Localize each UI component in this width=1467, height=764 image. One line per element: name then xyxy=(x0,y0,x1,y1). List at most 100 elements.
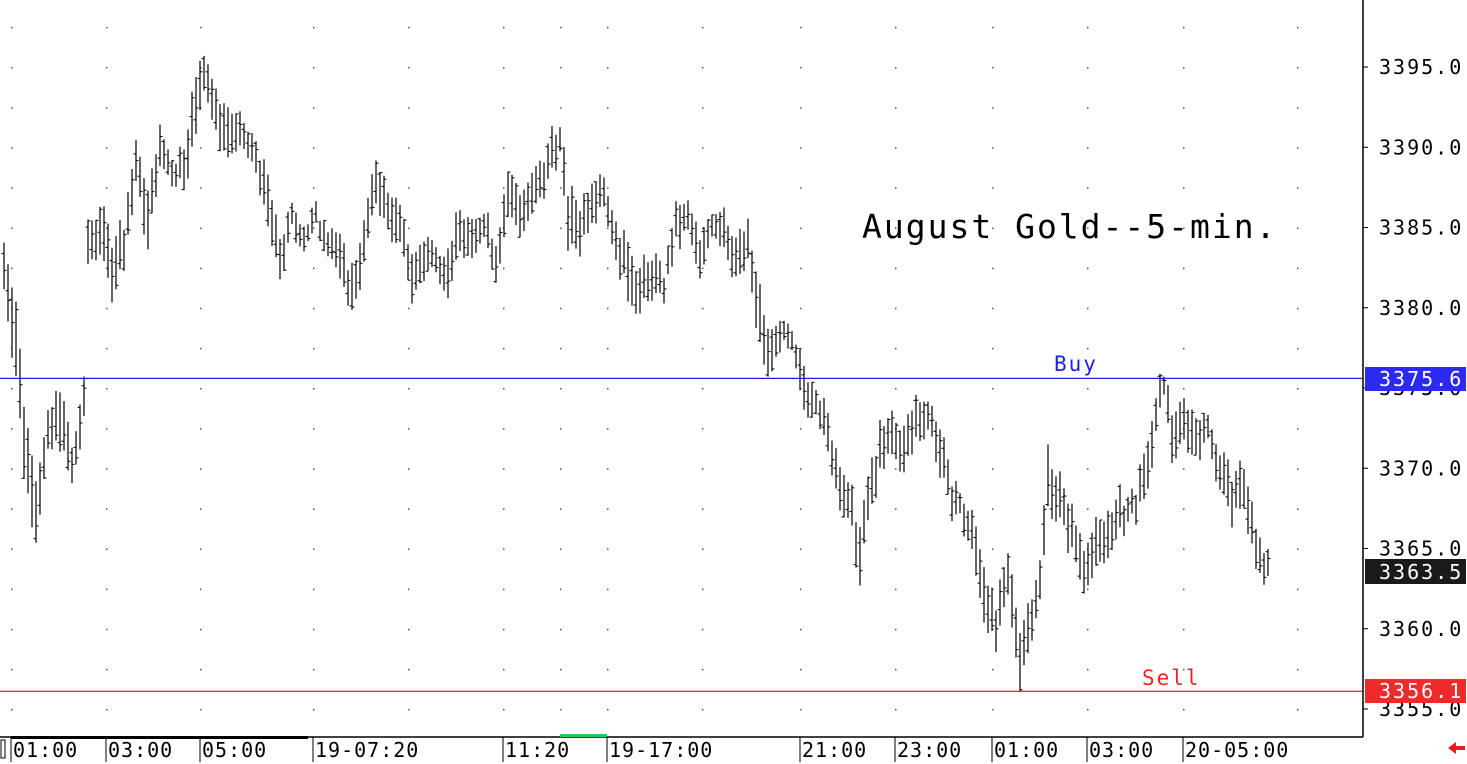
price-bar xyxy=(677,204,683,250)
grid-dot xyxy=(1297,147,1299,149)
price-bar xyxy=(713,214,719,239)
price-bar xyxy=(1245,486,1251,535)
grid-dot xyxy=(1297,668,1299,671)
grid-dot xyxy=(992,26,994,29)
grid-dot xyxy=(607,428,609,430)
grid-dot xyxy=(800,628,802,631)
price-bar xyxy=(581,193,587,235)
price-bar xyxy=(85,219,91,264)
price-bar xyxy=(545,143,551,179)
price-bar xyxy=(21,406,27,479)
price-bar xyxy=(133,140,139,182)
grid-dot xyxy=(1183,267,1185,270)
price-bar xyxy=(1189,409,1195,455)
sell-price-tag: 3356.1 xyxy=(1365,679,1466,703)
grid-dot xyxy=(313,588,315,591)
grid-dot xyxy=(895,107,897,109)
price-bar xyxy=(625,242,631,302)
grid-dot xyxy=(560,147,562,149)
grid-dot xyxy=(1297,628,1299,631)
grid-dot xyxy=(1087,267,1089,270)
grid-dot xyxy=(313,508,315,510)
price-bar xyxy=(1037,560,1043,600)
grid-dot xyxy=(313,709,315,711)
time-tick-label: 03:00 xyxy=(108,738,173,762)
price-bar xyxy=(905,414,911,456)
buy-level-label: Buy xyxy=(1054,352,1098,376)
grid-dot xyxy=(895,709,897,711)
price-bar xyxy=(577,211,583,257)
price-bar xyxy=(1197,420,1203,461)
price-bar xyxy=(573,199,579,249)
grid-dot xyxy=(503,709,505,711)
price-bar xyxy=(141,178,147,235)
price-bar xyxy=(1093,516,1099,566)
price-bar xyxy=(1017,633,1023,692)
price-bar xyxy=(569,185,575,244)
price-tick-label: 3370.0 xyxy=(1379,456,1463,480)
grid-dot xyxy=(702,388,704,390)
price-bar xyxy=(553,134,559,171)
price-bar xyxy=(1205,414,1211,439)
price-bar xyxy=(841,474,847,518)
grid-dot xyxy=(560,267,562,270)
price-bar xyxy=(1013,607,1019,658)
price-bar xyxy=(869,457,875,504)
scroll-left-arrow-icon[interactable] xyxy=(1448,742,1465,754)
price-bar xyxy=(265,174,271,227)
grid-dot xyxy=(560,468,562,470)
price-bar xyxy=(313,201,319,223)
price-bar xyxy=(213,88,219,130)
price-bar xyxy=(393,197,399,244)
price-bar xyxy=(253,141,259,173)
price-tick-label: 3385.0 xyxy=(1379,216,1463,240)
grid-dot xyxy=(503,468,505,470)
price-bar xyxy=(1105,510,1111,559)
grid-dot xyxy=(200,709,202,711)
price-bar xyxy=(325,232,331,257)
grid-dot xyxy=(992,628,994,631)
grid-dot xyxy=(1183,147,1185,149)
grid-dot xyxy=(560,548,562,550)
grid-dot xyxy=(106,628,108,631)
grid-dot xyxy=(992,668,994,671)
price-tick-label: 3390.0 xyxy=(1379,135,1463,159)
price-bar xyxy=(685,200,691,230)
price-tick-label: 3395.0 xyxy=(1379,55,1463,79)
price-bar xyxy=(645,262,651,302)
price-bar xyxy=(721,207,727,248)
price-bar xyxy=(229,113,235,154)
grid-dot xyxy=(895,187,897,189)
grid-dot xyxy=(607,709,609,711)
grid-dot xyxy=(702,26,704,29)
price-bar xyxy=(833,448,839,489)
price-bar xyxy=(1257,537,1263,573)
grid-dot xyxy=(408,468,410,470)
grid-dot xyxy=(106,227,108,229)
price-bar xyxy=(877,419,883,468)
price-bar xyxy=(561,146,567,196)
grid-dot xyxy=(200,187,202,189)
price-bar xyxy=(341,243,347,287)
grid-dot xyxy=(702,227,704,229)
price-bar xyxy=(473,219,479,253)
price-bar xyxy=(233,113,239,152)
price-bar xyxy=(153,154,159,197)
price-bar xyxy=(433,247,439,273)
grid-dot xyxy=(313,227,315,229)
price-bar xyxy=(765,328,771,377)
chart-title: August Gold--5-min. xyxy=(862,207,1278,246)
grid-dot xyxy=(800,588,802,591)
price-bar xyxy=(737,228,743,275)
grid-dot xyxy=(503,347,505,350)
price-bar xyxy=(909,410,915,455)
price-bar xyxy=(25,428,31,494)
price-bar xyxy=(981,567,987,623)
grid-dot xyxy=(992,107,994,109)
price-tick-label: 3380.0 xyxy=(1379,296,1463,320)
grid-dot xyxy=(11,107,13,109)
price-bar xyxy=(1001,567,1007,608)
price-bar xyxy=(245,131,251,159)
price-bar xyxy=(1201,412,1207,443)
price-bar xyxy=(137,156,143,197)
